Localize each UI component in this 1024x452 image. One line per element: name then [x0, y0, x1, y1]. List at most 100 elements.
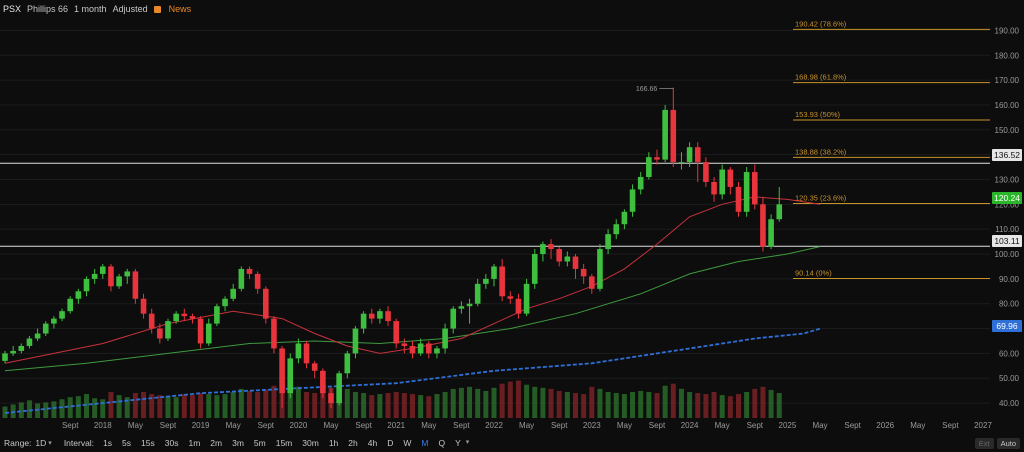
x-tick-label: May	[323, 421, 338, 430]
candle-body	[344, 353, 351, 374]
interval-option[interactable]: W	[403, 438, 412, 448]
volume-bar	[189, 395, 195, 418]
x-tick-label: May	[128, 421, 143, 430]
interval-option[interactable]: 15s	[141, 438, 155, 448]
interval-option[interactable]: 2h	[348, 438, 358, 448]
high-marker-label: 166.66	[636, 86, 658, 93]
interval-option[interactable]: 3m	[232, 438, 244, 448]
volume-bar	[10, 404, 16, 418]
range-value: 1D	[35, 438, 47, 448]
candle-body	[507, 296, 514, 299]
range-select[interactable]: 1D ▾	[35, 438, 51, 448]
volume-bar	[491, 387, 497, 418]
volume-bar	[499, 383, 505, 418]
volume-bar	[711, 392, 717, 418]
interval-option[interactable]: Y	[455, 438, 461, 448]
x-tick-label: 2024	[681, 421, 699, 430]
x-tick-label: May	[910, 421, 925, 430]
candle-body	[670, 109, 677, 163]
interval-option[interactable]: M	[421, 438, 429, 448]
volume-bar	[703, 394, 709, 418]
volume-bar	[687, 392, 693, 418]
interval-option[interactable]: 2m	[210, 438, 223, 448]
candle-body	[311, 363, 318, 371]
y-tick-label: 50.00	[999, 374, 1020, 383]
volume-bar	[352, 392, 358, 418]
candle-body	[409, 345, 416, 354]
interval-option[interactable]: 30s	[164, 438, 179, 448]
interval-option[interactable]: 15m	[275, 438, 293, 448]
volume-bar	[141, 392, 147, 418]
y-tick-label: 150.00	[995, 126, 1020, 135]
ext-toggle[interactable]: Ext	[974, 437, 994, 449]
chart-header: PSX Phillips 66 1 month Adjusted News	[0, 0, 1024, 18]
interval-option[interactable]: Q	[438, 438, 446, 448]
volume-bar	[385, 393, 391, 418]
candle-body	[474, 283, 481, 304]
y-tick-label: 110.00	[995, 225, 1019, 234]
symbol-label[interactable]: PSX	[3, 4, 22, 14]
interval-option[interactable]: D	[387, 438, 394, 448]
volume-bar	[483, 390, 489, 418]
volume-bar	[524, 384, 530, 418]
fib-level-label: 190.42 (78.6%)	[795, 19, 847, 28]
volume-bar	[59, 399, 65, 418]
x-tick-label: Sept	[844, 421, 861, 430]
interval-option[interactable]: 1h	[328, 438, 339, 448]
adjusted-label[interactable]: Adjusted	[112, 4, 148, 14]
price-chart[interactable]: 40.0050.0060.0070.0080.0090.00100.00110.…	[0, 0, 1024, 434]
news-toggle[interactable]: News	[153, 4, 198, 14]
candle-body	[686, 147, 693, 163]
candle-body	[499, 266, 505, 297]
candle-body	[336, 373, 342, 404]
candle-body	[760, 204, 766, 247]
interval-option[interactable]: 4h	[367, 438, 378, 448]
volume-bar	[540, 387, 546, 418]
volume-bar	[752, 388, 758, 418]
volume-bar	[84, 394, 89, 418]
candle-body	[646, 157, 652, 178]
volume-bar	[393, 392, 399, 418]
interval-option[interactable]: 30m	[302, 438, 319, 448]
x-tick-label: Sept	[355, 421, 372, 430]
interval-option[interactable]: 1s	[103, 438, 113, 448]
candle-body	[10, 350, 16, 354]
candle-body	[328, 393, 334, 404]
volume-bar	[401, 393, 407, 418]
volume-bar	[287, 383, 293, 418]
volume-bar	[157, 395, 163, 418]
volume-bar	[564, 392, 570, 418]
volume-bar	[173, 397, 179, 418]
candle-body	[189, 316, 196, 319]
candle-body	[91, 273, 98, 279]
candle-body	[377, 311, 383, 319]
candle-body	[393, 321, 399, 344]
candle-body	[491, 266, 497, 279]
x-tick-label: May	[421, 421, 436, 430]
candle-body	[711, 181, 717, 195]
candle-body	[678, 162, 685, 164]
candle-body	[654, 157, 660, 160]
interval-label[interactable]: 1 month	[74, 4, 107, 14]
candle-body	[18, 345, 25, 351]
x-tick-label: 2027	[974, 421, 992, 430]
volume-bar	[149, 394, 155, 418]
candle-body	[515, 298, 522, 314]
candle-body	[303, 343, 310, 364]
volume-bar	[662, 385, 668, 418]
interval-option[interactable]: 5s	[122, 438, 132, 448]
volume-bar	[418, 395, 424, 418]
volume-bar	[26, 400, 32, 418]
volume-bar	[51, 401, 57, 418]
x-tick-label: 2025	[779, 421, 797, 430]
y-tick-label: 80.00	[999, 300, 1020, 309]
chevron-down-icon: ▾	[465, 439, 470, 446]
volume-bar	[768, 389, 774, 418]
company-name: Phillips 66	[27, 4, 69, 14]
interval-option[interactable]: 5m	[253, 438, 266, 448]
candle-body	[531, 254, 538, 284]
candle-body	[254, 273, 261, 289]
interval-option[interactable]: 1m	[188, 438, 201, 448]
candle-body	[173, 313, 179, 322]
auto-toggle[interactable]: Auto	[996, 437, 1020, 449]
